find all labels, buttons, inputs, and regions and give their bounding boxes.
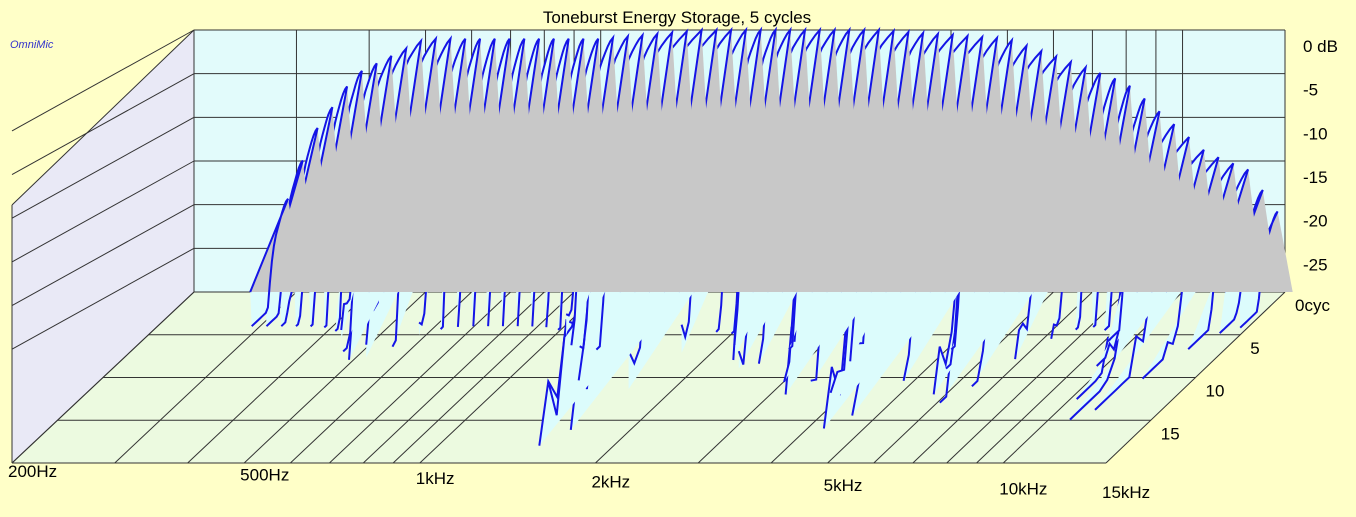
watermark-omnimic: OmniMic [10,39,54,51]
x-tick-label-2: 1kHz [416,469,455,488]
slice-fill-4 [309,86,348,327]
chart-title: Toneburst Energy Storage, 5 cycles [543,8,811,27]
x-tick-label-0: 200Hz [8,462,57,481]
grid-side-top-edge [11,29,195,206]
grid-side-line-5 [11,247,195,350]
grid-side-line-3 [11,160,195,263]
x-tick-label-1: 500Hz [240,466,289,485]
waterfall-slices [249,26,1293,446]
y-tick-label-3: -15 [1303,168,1328,187]
y-tick-label-2: -10 [1303,124,1328,143]
slice-backface-0 [250,198,304,292]
x-tick-label-4: 5kHz [824,476,863,495]
axis-labels: 200Hz 500Hz 1kHz 2kHz 5kHz 10kHz 15kHz 0 dB -5 -1… [8,37,1338,502]
y-tick-label-4: -20 [1303,212,1328,231]
z-tick-label-1: 5 [1250,339,1259,358]
slice-fill-6 [335,63,377,332]
grid-side-line-2 [11,116,195,219]
z-tick-label-2: 10 [1206,382,1225,401]
side-wall [12,30,194,463]
grid-side-line-4 [11,204,195,306]
x-tick-label-6: 15kHz [1102,483,1150,502]
z-tick-label-0: 0cyc [1295,296,1330,315]
grid-side-line-1 [11,73,195,175]
x-tick-label-5: 10kHz [999,480,1047,499]
x-tick-label-3: 2kHz [591,473,630,492]
y-tick-label-5: -25 [1303,255,1328,274]
slice-fill-58 [1104,98,1145,331]
y-tick-label-0: 0 dB [1303,37,1338,56]
y-tick-label-1: -5 [1303,81,1318,100]
z-tick-label-3: 15 [1161,424,1180,443]
slice-fill-57 [1092,85,1130,327]
grid-side-line-0 [11,29,195,132]
slice-fill-56 [1075,78,1116,330]
slice-trace-0 [249,198,290,327]
